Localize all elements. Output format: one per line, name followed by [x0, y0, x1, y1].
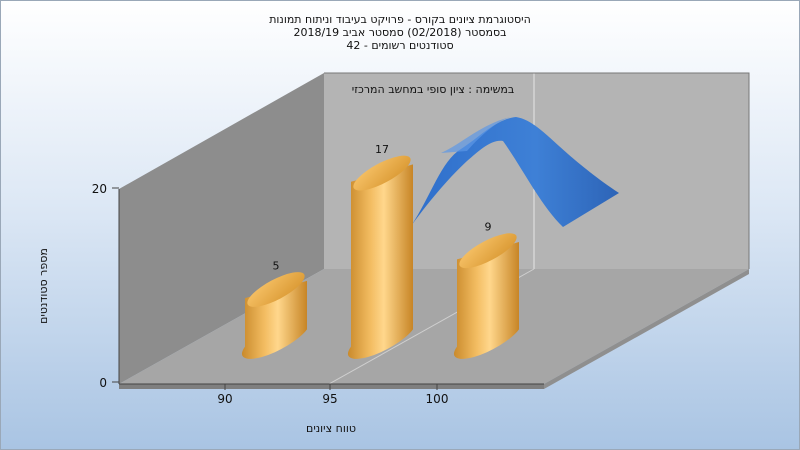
bar-value-label-95: 17 — [375, 143, 389, 156]
histogram-bar-100 — [453, 242, 519, 359]
x-ticks-layer: 90 95 100 — [217, 384, 448, 406]
overlay-normal-curve — [411, 117, 619, 227]
x-axis-title: טווח ציונים — [306, 422, 356, 435]
y-tick-label-0: 0 — [99, 376, 107, 390]
histogram-bar-top-100 — [459, 233, 517, 269]
x-tick-label-90: 90 — [217, 392, 232, 406]
chart-title-line-3: סטודנטים רשומים - 42 — [346, 39, 453, 52]
y-tick-label-20: 20 — [92, 182, 107, 196]
overlay-curve-highlight — [441, 117, 511, 153]
x-tick-label-95: 95 — [322, 392, 337, 406]
x-tick-label-100: 100 — [426, 392, 449, 406]
chart-title-line-1: היסטוגרמת ציונים בקורס - פרויקט בעיבוד ו… — [269, 13, 531, 26]
histogram-bar-top-95 — [353, 155, 411, 191]
legend-label: במשימה : ציון סופי במחשב המרכזי — [352, 83, 515, 96]
histogram-bar-top-90 — [247, 272, 305, 307]
chart-title-line-2: בסמסטר (02/2018) סמסטר אביב 2018/19 — [293, 26, 506, 39]
y-axis-title: מספר סטודנטים — [37, 248, 50, 324]
histogram-bar-95 — [347, 164, 413, 359]
chart-floor-edge — [119, 384, 544, 389]
chart-floor-side-edge — [544, 269, 749, 389]
chart-side-wall — [119, 73, 324, 384]
bar-value-label-100: 9 — [485, 221, 492, 234]
bars-layer: 5 17 9 — [241, 143, 519, 359]
bar-value-label-90: 5 — [273, 260, 280, 273]
back-wall-border — [324, 72, 750, 269]
